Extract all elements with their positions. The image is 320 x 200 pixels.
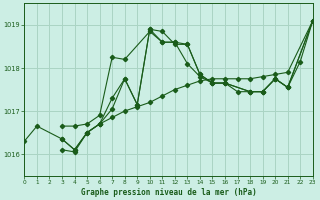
X-axis label: Graphe pression niveau de la mer (hPa): Graphe pression niveau de la mer (hPa) bbox=[81, 188, 256, 197]
